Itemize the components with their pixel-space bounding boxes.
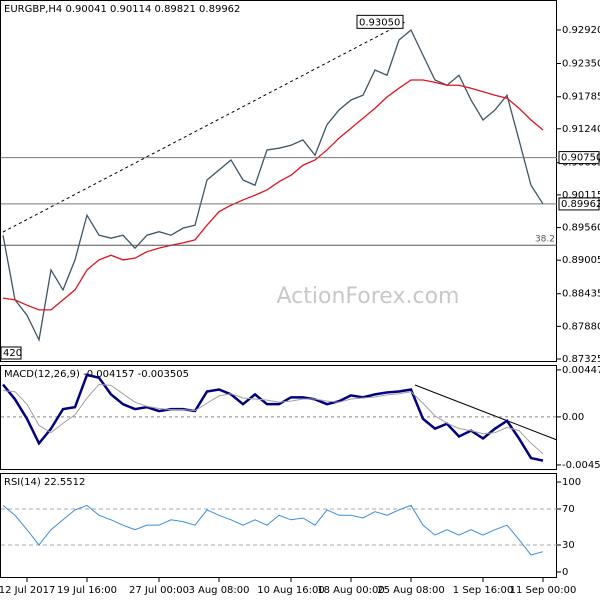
y-tick-label: 0.87325	[562, 354, 600, 365]
x-tick-label: 12 Jul 2017	[0, 585, 55, 596]
macd-panel	[0, 365, 557, 470]
series-line	[2, 373, 544, 462]
watermark: ActionForex.com	[277, 284, 460, 309]
series-line	[2, 28, 544, 342]
y-tick-label: 0.88435	[562, 289, 600, 300]
level-box	[558, 151, 600, 165]
y-tick-label: 0.004474	[562, 365, 600, 376]
y-tick-label: 0.92920	[562, 25, 600, 36]
panel-title: MACD(12,26,9) -0.004157 -0.003505	[4, 369, 189, 380]
x-tick-label: 3 Aug 08:00	[188, 585, 249, 596]
y-tick-label: 0	[562, 567, 568, 578]
x-tick-label: 10 Aug 16:00	[257, 585, 324, 596]
low-box	[0, 346, 22, 360]
y-tick-label: -0.004568	[562, 460, 600, 471]
y-tick-label: 0.91240	[562, 124, 600, 135]
x-tick-label: 19 Jul 16:00	[57, 585, 117, 596]
y-tick-label: 0.92350	[562, 59, 600, 70]
panel-title: RSI(14) 22.5512	[4, 477, 85, 488]
series-line	[2, 504, 544, 556]
high-box	[356, 14, 404, 29]
series-line	[2, 383, 544, 455]
x-tick-label: 11 Sep 00:00	[510, 585, 577, 596]
y-tick-label: 100	[562, 477, 581, 488]
low-label: 420	[3, 348, 22, 359]
level-label: 0.89962	[561, 199, 600, 210]
panel-title: EURGBP,H4 0.90041 0.90114 0.89821 0.8996…	[4, 4, 240, 15]
x-tick-label: 1 Sep 16:00	[453, 585, 513, 596]
y-tick-label: 0.00	[562, 412, 584, 423]
fib-label: 38.2	[535, 235, 555, 245]
y-tick-label: 0.91785	[562, 92, 600, 103]
y-tick-label: 30	[562, 540, 575, 551]
y-tick-label: 70	[562, 504, 575, 515]
level-label: 0.90750	[561, 153, 600, 164]
macd-trend-line	[414, 384, 558, 441]
price-panel	[0, 0, 557, 362]
y-tick-label: 0.90115	[562, 190, 600, 201]
y-tick-label: 0.87880	[562, 321, 600, 332]
level-box	[558, 197, 600, 211]
rsi-panel	[0, 473, 557, 578]
series-line	[2, 79, 544, 311]
x-tick-label: 25 Aug 08:00	[377, 585, 444, 596]
high-label: 0.93050	[359, 17, 400, 28]
x-tick-label: 18 Aug 00:00	[317, 585, 384, 596]
x-tick-label: 27 Jul 00:00	[129, 585, 189, 596]
y-tick-label: 0.89560	[562, 223, 600, 234]
y-tick-label: 0.89005	[562, 255, 600, 266]
